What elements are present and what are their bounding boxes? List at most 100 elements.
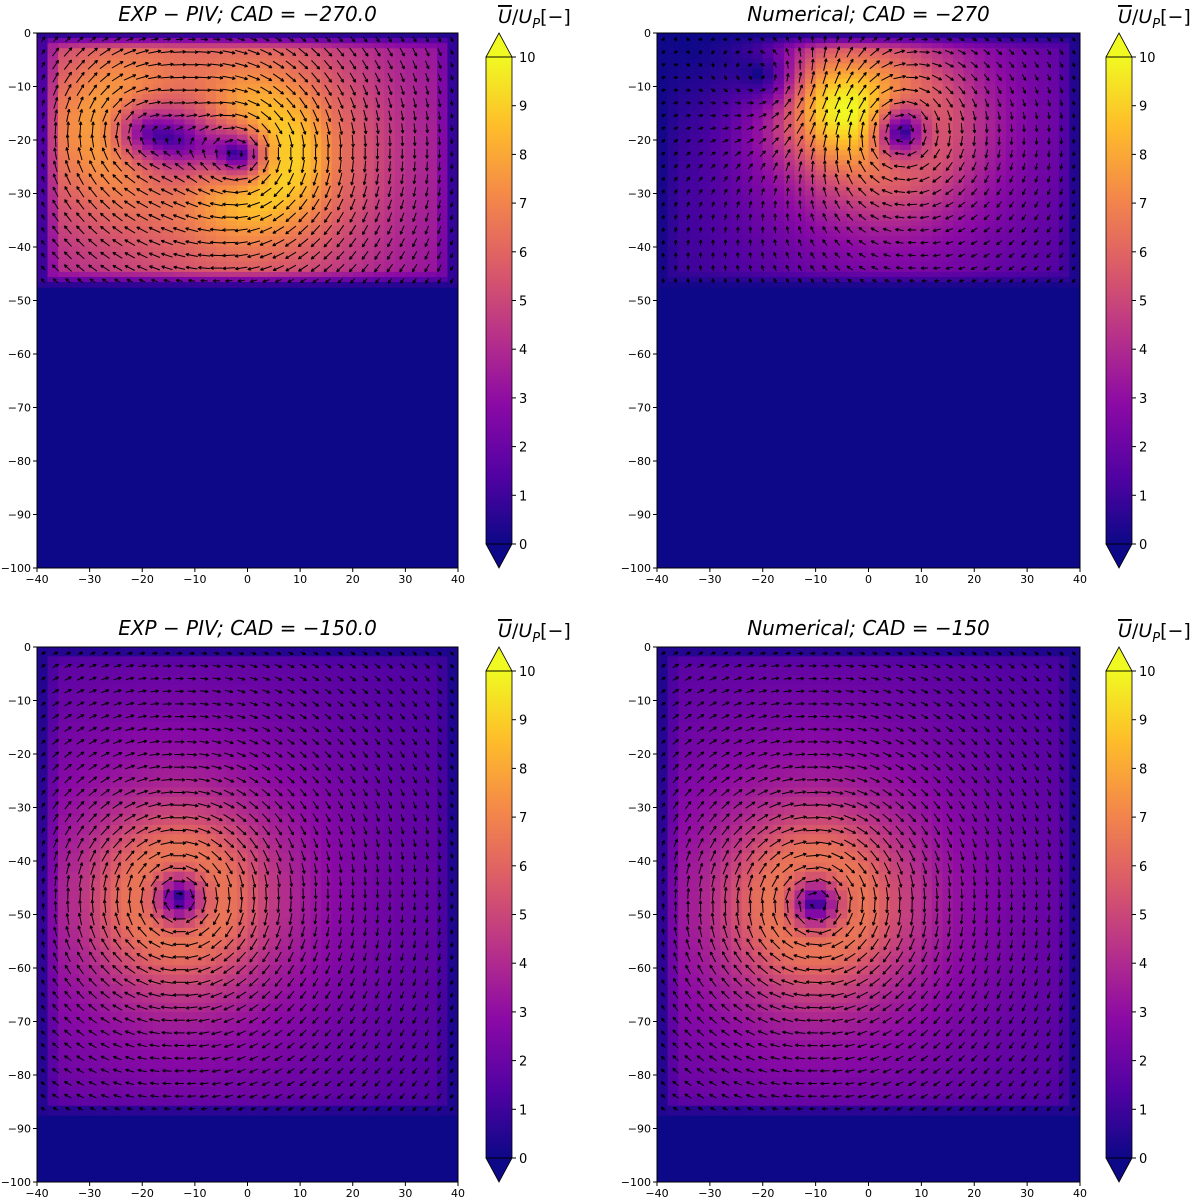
velocity-arrow bbox=[425, 187, 429, 197]
field-cell bbox=[910, 53, 922, 60]
velocity-arrowhead bbox=[400, 142, 405, 147]
field-cell bbox=[352, 282, 364, 288]
field-cell bbox=[394, 170, 406, 176]
field-cell bbox=[247, 58, 259, 65]
field-cell bbox=[300, 139, 312, 146]
field-cell bbox=[68, 88, 80, 95]
field-cell bbox=[741, 73, 753, 80]
velocity-arrow bbox=[100, 186, 110, 197]
field-cell bbox=[58, 276, 70, 283]
field-cell bbox=[258, 200, 270, 207]
field-cell bbox=[942, 38, 954, 44]
field-cell bbox=[289, 185, 301, 192]
field-cell bbox=[667, 205, 679, 212]
field-cell bbox=[279, 180, 291, 187]
field-cell bbox=[163, 144, 175, 151]
field-cell bbox=[879, 185, 891, 192]
field-cell bbox=[868, 109, 880, 115]
field-cell bbox=[215, 144, 228, 151]
field-cell bbox=[762, 165, 774, 171]
velocity-arrow bbox=[351, 122, 355, 135]
velocity-arrowhead bbox=[325, 182, 329, 186]
field-cell bbox=[773, 63, 785, 70]
field-cell bbox=[68, 43, 80, 49]
field-cell bbox=[1037, 68, 1049, 75]
field-cell bbox=[974, 78, 986, 85]
field-cell bbox=[847, 149, 859, 156]
field-cell bbox=[342, 149, 354, 156]
field-cell bbox=[79, 48, 91, 54]
field-cell bbox=[289, 134, 301, 141]
field-cell bbox=[47, 99, 59, 105]
field-cell bbox=[142, 43, 154, 49]
field-cell bbox=[363, 205, 375, 212]
field-cell bbox=[415, 226, 428, 232]
field-cell bbox=[942, 139, 954, 146]
field-cell bbox=[352, 256, 364, 263]
velocity-arrow bbox=[412, 47, 418, 57]
field-cell bbox=[384, 221, 396, 227]
field-cell bbox=[226, 88, 238, 95]
velocity-arrowhead bbox=[131, 98, 136, 103]
field-cell bbox=[709, 109, 722, 115]
field-cell bbox=[436, 276, 449, 283]
field-cell bbox=[226, 190, 238, 197]
field-cell bbox=[963, 114, 975, 120]
field-cell bbox=[1048, 58, 1060, 65]
field-cell bbox=[815, 114, 827, 120]
field-cell bbox=[68, 165, 80, 171]
field-cell bbox=[1058, 226, 1071, 232]
field-cell bbox=[342, 210, 354, 217]
field-cell bbox=[247, 266, 259, 273]
field-cell bbox=[131, 43, 143, 49]
field-cell bbox=[258, 58, 270, 65]
field-cell bbox=[163, 185, 175, 192]
velocity-arrowhead bbox=[339, 105, 344, 109]
field-cell bbox=[678, 53, 690, 60]
field-cell bbox=[868, 88, 880, 95]
field-cell bbox=[247, 205, 259, 212]
velocity-arrow bbox=[337, 97, 344, 109]
field-cell bbox=[100, 160, 112, 166]
field-cell bbox=[310, 241, 322, 248]
field-cell bbox=[37, 195, 49, 202]
field-cell bbox=[205, 221, 217, 227]
field-cell bbox=[258, 149, 270, 156]
velocity-arrow bbox=[54, 122, 57, 135]
velocity-arrow bbox=[262, 134, 270, 148]
field-cell bbox=[879, 160, 891, 166]
field-cell bbox=[984, 58, 996, 65]
field-cell bbox=[1069, 33, 1080, 39]
velocity-arrowhead bbox=[41, 86, 45, 91]
y-tick-label: −20 bbox=[8, 134, 31, 147]
velocity-arrowhead bbox=[310, 255, 315, 260]
field-cell bbox=[226, 48, 238, 54]
field-cell bbox=[131, 195, 143, 202]
field-cell bbox=[741, 149, 753, 156]
field-cell bbox=[310, 58, 322, 65]
velocity-arrowhead bbox=[314, 144, 318, 148]
velocity-arrowhead bbox=[314, 38, 319, 43]
field-cell bbox=[205, 160, 217, 166]
velocity-arrowhead bbox=[437, 38, 442, 43]
field-cell bbox=[963, 221, 975, 227]
field-cell bbox=[247, 73, 259, 80]
velocity-arrow bbox=[77, 96, 84, 110]
field-cell bbox=[984, 134, 996, 141]
field-cell bbox=[300, 144, 312, 151]
velocity-arrowhead bbox=[53, 147, 57, 152]
field-cell bbox=[321, 175, 333, 181]
field-cell bbox=[836, 134, 848, 141]
velocity-arrow bbox=[90, 147, 96, 161]
velocity-arrowhead bbox=[92, 36, 97, 41]
field-cell bbox=[121, 236, 133, 242]
field-cell bbox=[741, 185, 753, 192]
velocity-arrowhead bbox=[288, 169, 292, 174]
field-cell bbox=[184, 154, 196, 161]
velocity-arrowhead bbox=[437, 243, 441, 247]
field-cell bbox=[205, 124, 217, 131]
velocity-arrow bbox=[260, 200, 272, 209]
velocity-arrowhead bbox=[53, 134, 58, 139]
field-cell bbox=[373, 266, 385, 273]
field-cell bbox=[173, 38, 185, 44]
